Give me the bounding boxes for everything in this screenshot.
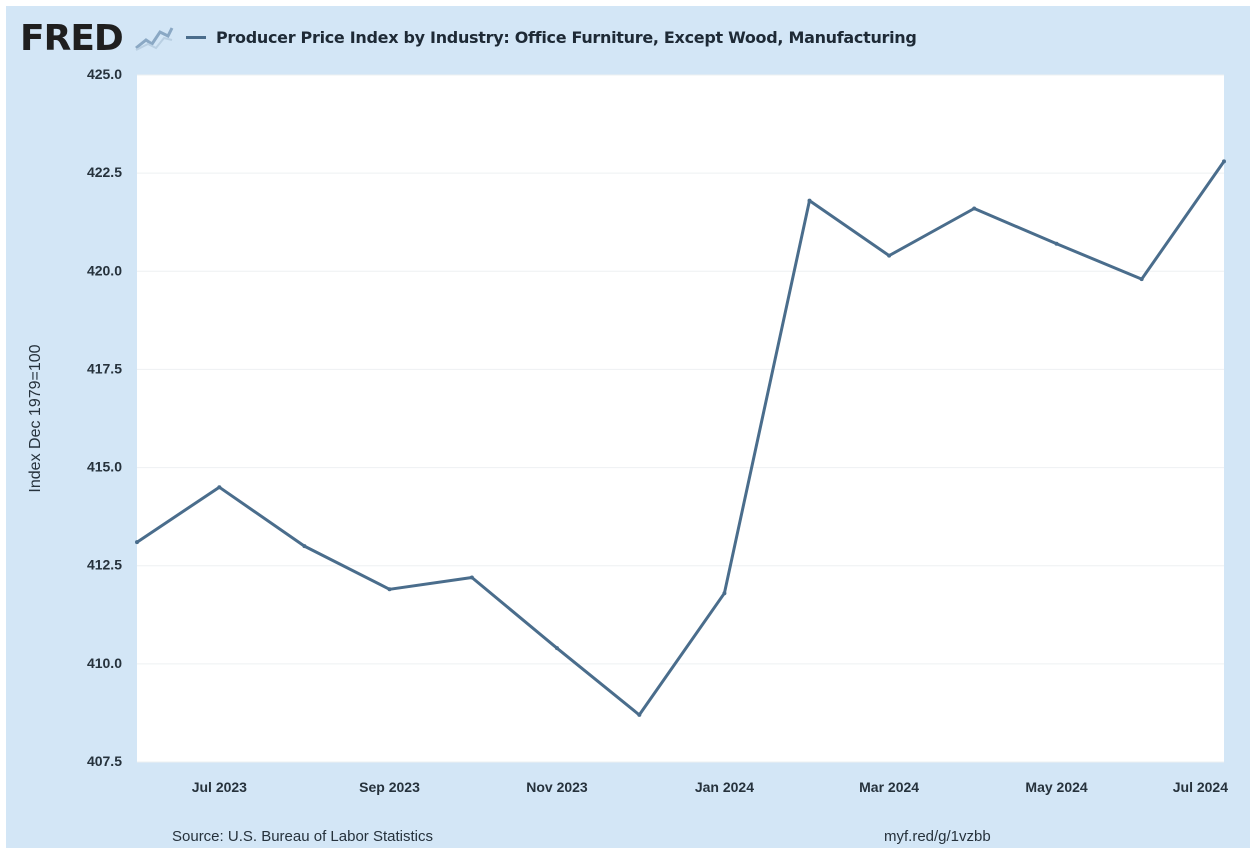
- source-note: Source: U.S. Bureau of Labor Statistics: [172, 828, 433, 845]
- data-point: [554, 646, 559, 651]
- y-tick-label: 415.0: [87, 459, 122, 475]
- x-tick-label: Mar 2024: [859, 779, 919, 795]
- y-tick-label: 417.5: [87, 360, 122, 376]
- data-point: [972, 206, 977, 211]
- x-tick-label: Nov 2023: [526, 779, 588, 795]
- data-point: [302, 544, 307, 549]
- plot-area: [137, 75, 1224, 762]
- y-axis-label: Index Dec 1979=100: [27, 344, 44, 492]
- y-tick-label: 407.5: [87, 753, 122, 769]
- x-tick-label: May 2024: [1025, 779, 1087, 795]
- data-point: [387, 587, 392, 592]
- y-tick-label: 420.0: [87, 262, 122, 278]
- x-axis: Jul 2023 Sep 2023 Nov 2023 Jan 2024 Mar 2024…: [192, 779, 1228, 795]
- data-point: [469, 575, 474, 580]
- data-point: [887, 253, 892, 258]
- y-tick-label: 412.5: [87, 557, 122, 573]
- chart-header: FRED Producer Price Index by Industry: O…: [6, 6, 1250, 66]
- x-tick-label: Jan 2024: [695, 779, 754, 795]
- data-point: [637, 712, 642, 717]
- data-point: [135, 540, 139, 545]
- y-tick-label: 410.0: [87, 655, 122, 671]
- x-tick-label: Jul 2024: [1173, 779, 1228, 795]
- data-point: [1054, 241, 1059, 246]
- data-point: [807, 198, 812, 203]
- grid: [137, 74, 1224, 763]
- fred-logo[interactable]: FRED: [20, 18, 124, 59]
- chart-line-icon: [135, 27, 174, 51]
- data-point: [217, 485, 222, 490]
- x-tick-label: Jul 2023: [192, 779, 247, 795]
- series-points: [135, 159, 1226, 717]
- y-axis: 407.5 410.0 412.5 415.0 417.5 420.0 422.5 425.0: [87, 66, 122, 769]
- legend-label: Producer Price Index by Industry: Office…: [216, 27, 917, 47]
- x-tick-label: Sep 2023: [359, 779, 420, 795]
- series-line: [136, 160, 1226, 717]
- data-point: [1222, 159, 1226, 164]
- y-tick-label: 422.5: [87, 164, 122, 180]
- legend: Producer Price Index by Industry: Office…: [186, 26, 917, 48]
- data-point: [722, 591, 727, 596]
- short-link[interactable]: myf.red/g/1vzbb: [884, 828, 991, 845]
- legend-swatch: [186, 35, 206, 39]
- data-point: [1139, 277, 1144, 282]
- y-tick-label: 425.0: [87, 66, 122, 82]
